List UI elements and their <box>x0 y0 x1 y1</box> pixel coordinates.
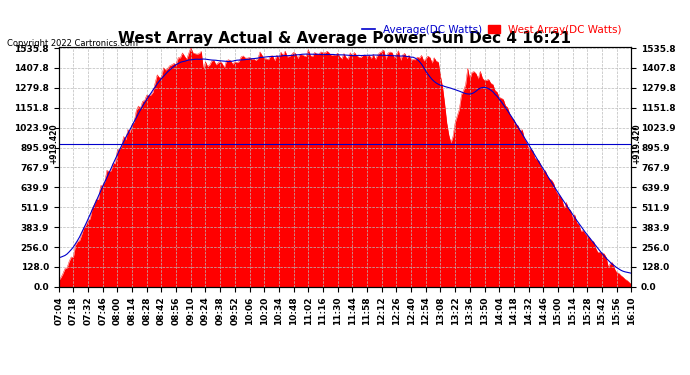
Text: +919.420: +919.420 <box>49 124 58 164</box>
Text: +919.420: +919.420 <box>632 124 641 164</box>
Text: Copyright 2022 Cartronics.com: Copyright 2022 Cartronics.com <box>7 39 138 48</box>
Legend: Average(DC Watts), West Array(DC Watts): Average(DC Watts), West Array(DC Watts) <box>358 21 626 39</box>
Title: West Array Actual & Average Power Sun Dec 4 16:21: West Array Actual & Average Power Sun De… <box>119 31 571 46</box>
